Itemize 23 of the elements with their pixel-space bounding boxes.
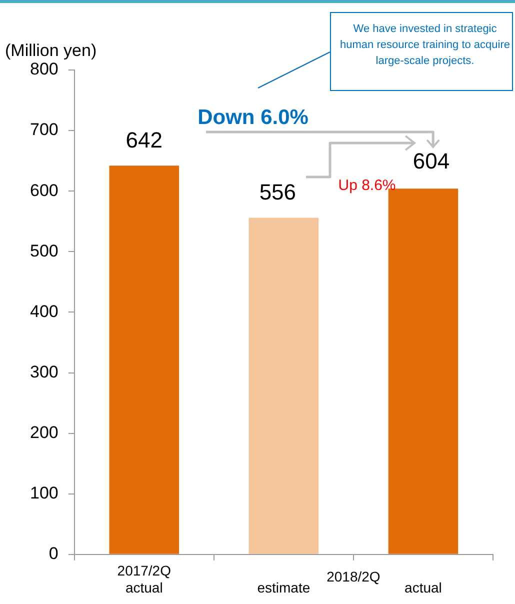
y-tick-label: 200	[30, 422, 58, 442]
data-label: 642	[126, 128, 162, 153]
text: We have invested in strategic human resource training to acquire large-scale projects.	[340, 23, 510, 67]
data-label: 556	[259, 180, 296, 205]
bar	[388, 188, 458, 554]
bar	[248, 218, 319, 554]
bar	[109, 166, 180, 554]
y-tick-label: 400	[30, 302, 58, 321]
y-tick-label: 500	[30, 241, 58, 260]
annotation: Up 8.6%	[338, 177, 396, 194]
x-tick-label: 2017/2Q actual	[117, 562, 172, 596]
x-tick-label: estimate	[257, 579, 310, 596]
data-label: 604	[412, 148, 450, 174]
annotation: Down 6.0%	[198, 106, 309, 129]
text: 2018/2Q	[326, 568, 380, 584]
x-tick-label: actual	[404, 579, 442, 596]
y-tick-label: 700	[30, 120, 58, 140]
y-tick-label: 0	[48, 544, 58, 564]
y-tick-label: 300	[30, 362, 58, 382]
y-axis-title: (Million yen)	[5, 41, 97, 60]
y-tick-label: 100	[30, 484, 58, 503]
y-tick-label: 800	[30, 60, 58, 79]
y-tick-label: 600	[30, 180, 58, 200]
